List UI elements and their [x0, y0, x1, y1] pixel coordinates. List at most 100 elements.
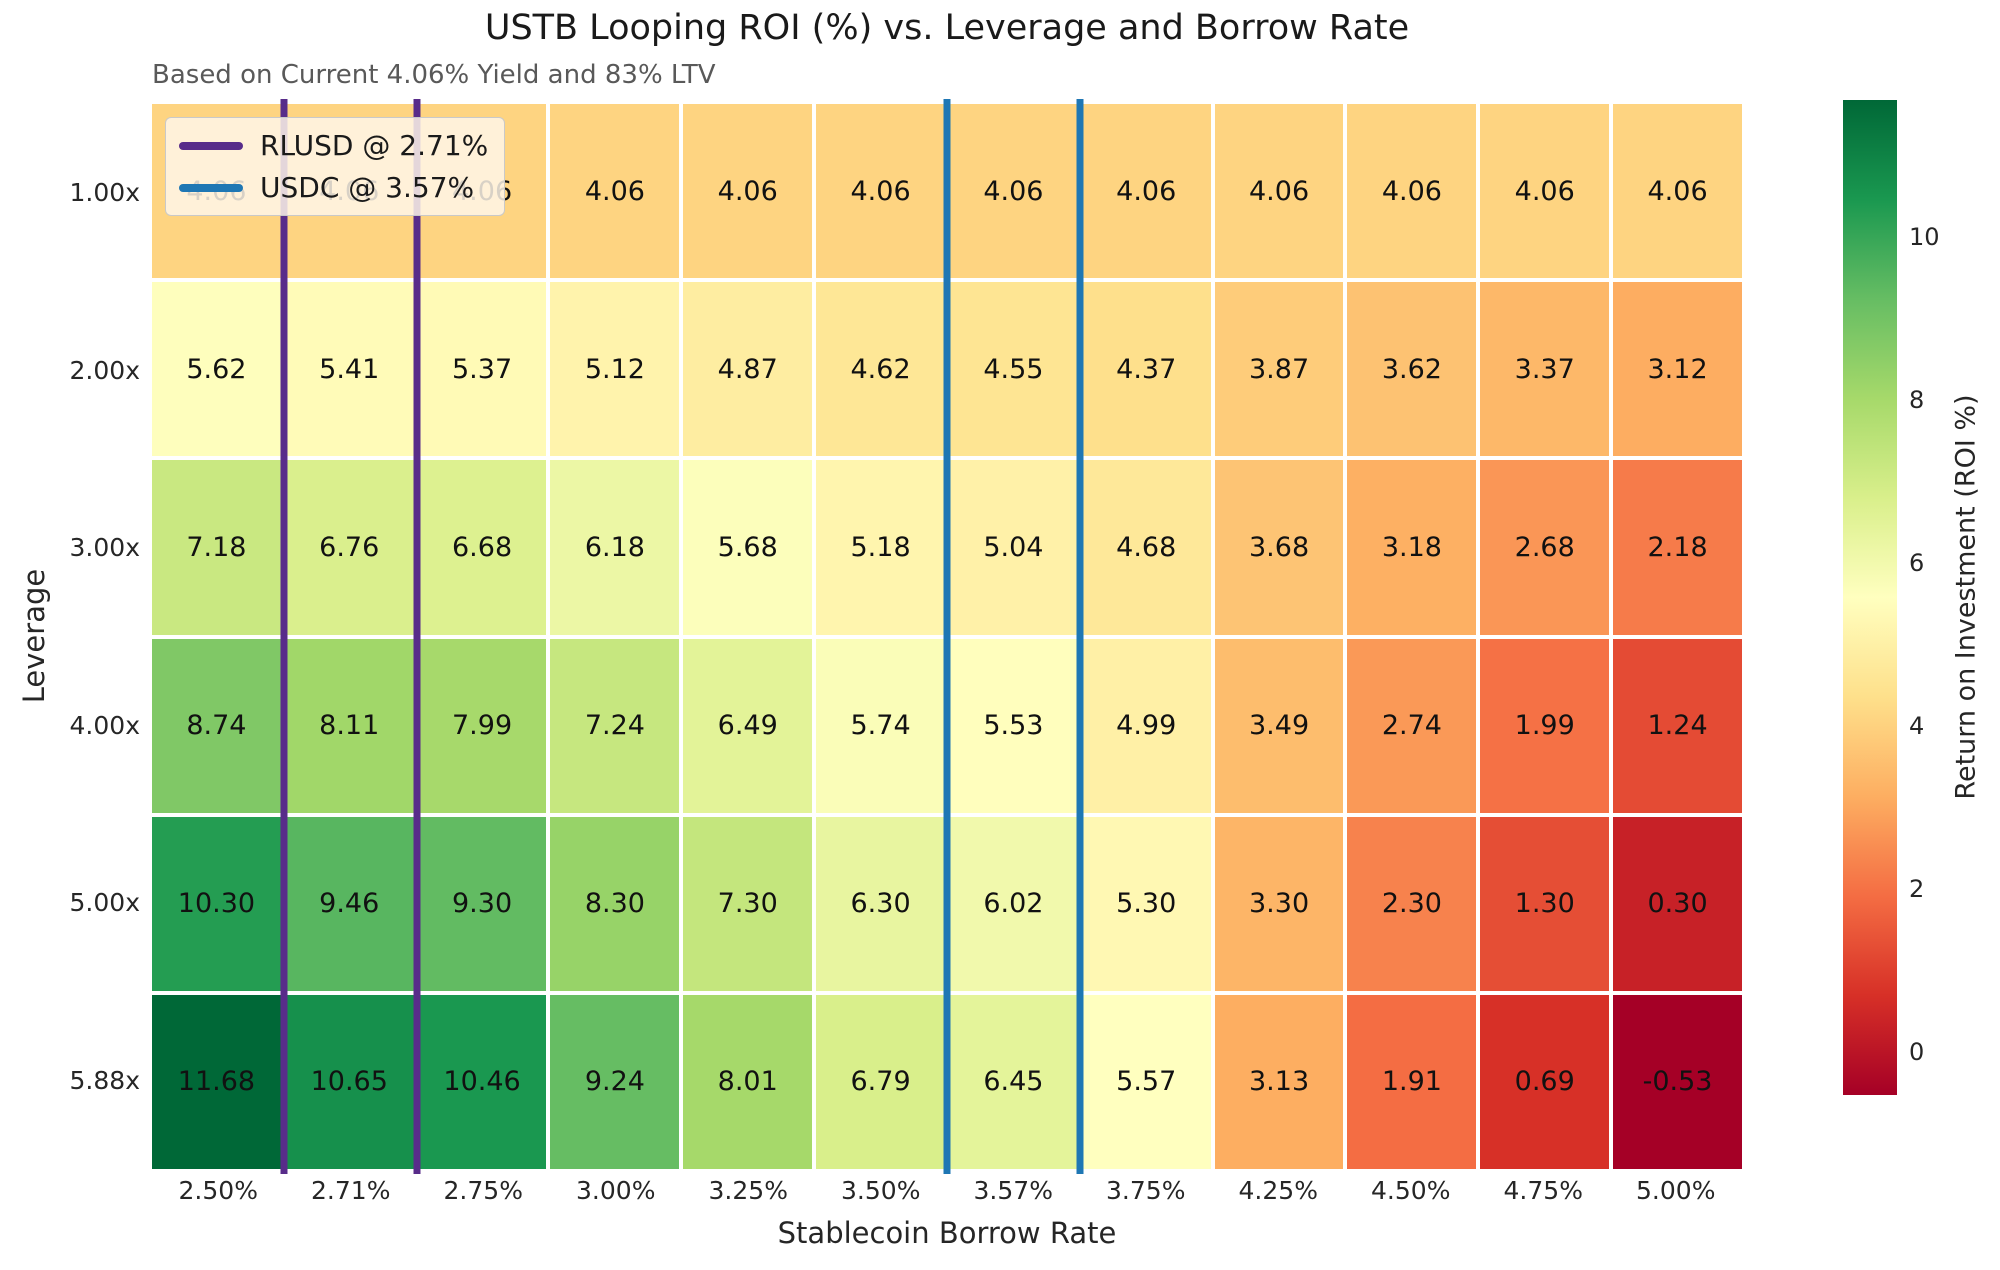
x-axis-title: Stablecoin Borrow Rate — [777, 1216, 1117, 1250]
heatmap-cell: 6.68 — [417, 460, 547, 635]
x-axis-tick-labels: 2.50% 2.71% 2.75% 3.00% 3.25% 3.50% 3.57% 3.75%… — [152, 1176, 1742, 1205]
heatmap-cell: 3.37 — [1480, 282, 1610, 457]
y-axis-tick-labels: 1.00x 2.00x 3.00x 4.00x 5.00x 5.88x — [0, 104, 140, 1169]
cell-value: 4.06 — [717, 175, 778, 207]
x-tick-label: 3.00% — [576, 1176, 656, 1205]
cell-value: 4.68 — [1116, 531, 1177, 563]
heatmap-cell: 7.24 — [550, 638, 680, 813]
cell-value: 2.68 — [1514, 531, 1575, 563]
heatmap-cell: 3.12 — [1613, 282, 1742, 457]
heatmap-cell: 5.62 — [152, 282, 281, 457]
cell-value: 5.04 — [983, 531, 1044, 563]
cell-value: 4.87 — [717, 353, 778, 385]
cell-value: 8.01 — [717, 1066, 778, 1098]
cell-value: -0.53 — [1642, 1066, 1713, 1098]
heatmap-cell: -0.53 — [1613, 994, 1742, 1169]
cell-value: 4.06 — [983, 175, 1044, 207]
cell-value: 5.18 — [850, 531, 911, 563]
y-tick-label: 4.00x — [69, 710, 140, 740]
heatmap-cell: 4.06 — [1214, 104, 1344, 279]
heatmap-cell: 5.12 — [550, 282, 680, 457]
heatmap-cell: 7.99 — [417, 638, 547, 813]
cell-value: 3.18 — [1381, 531, 1442, 563]
cell-value: 6.79 — [850, 1066, 911, 1098]
cell-value: 4.06 — [850, 175, 911, 207]
cell-value: 8.11 — [319, 710, 380, 742]
heatmap-cell: 4.06 — [1081, 104, 1211, 279]
cell-value: 10.46 — [443, 1066, 521, 1098]
heatmap-cell: 6.02 — [948, 816, 1078, 991]
heatmap-cell: 5.74 — [816, 638, 945, 813]
heatmap-cell: 4.87 — [683, 282, 813, 457]
heatmap-cell: 4.06 — [1480, 104, 1610, 279]
heatmap-cell: 5.57 — [1081, 994, 1211, 1169]
cell-value: 5.68 — [717, 531, 778, 563]
heatmap-cell: 2.30 — [1347, 816, 1477, 991]
heatmap-cell: 1.91 — [1347, 994, 1477, 1169]
heatmap-cell: 4.06 — [550, 104, 680, 279]
cell-value: 10.30 — [177, 888, 256, 920]
cell-value: 0.69 — [1514, 1066, 1575, 1098]
cell-value: 4.37 — [1116, 353, 1177, 385]
heatmap-cell: 5.68 — [683, 460, 813, 635]
heatmap-plot-area: 4.064.064.064.064.064.064.064.064.064.06… — [152, 99, 1742, 1174]
x-tick-label: 5.00% — [1636, 1176, 1716, 1205]
usdc-line-swatch — [179, 183, 243, 192]
cell-value: 3.62 — [1381, 353, 1442, 385]
cell-value: 5.57 — [1116, 1066, 1177, 1098]
heatmap-cell: 10.30 — [152, 816, 281, 991]
cell-value: 7.24 — [584, 710, 645, 742]
colorbar-tick-label: 6 — [1909, 548, 1925, 577]
rlusd-line-swatch — [179, 141, 243, 150]
cell-value: 2.18 — [1647, 531, 1708, 563]
cell-value: 8.30 — [584, 888, 645, 920]
heatmap-cell: 6.79 — [816, 994, 945, 1169]
cell-value: 1.30 — [1514, 888, 1575, 920]
heatmap-cell: 2.74 — [1347, 638, 1477, 813]
cell-value: 3.13 — [1249, 1066, 1310, 1098]
heatmap-cell: 4.62 — [816, 282, 945, 457]
reference-line — [413, 99, 421, 1174]
y-tick-label: 5.88x — [69, 1065, 140, 1095]
cell-value: 3.12 — [1647, 353, 1708, 385]
x-tick-label: 2.71% — [311, 1176, 391, 1205]
heatmap-cell: 5.53 — [948, 638, 1078, 813]
heatmap-cell: 3.87 — [1214, 282, 1344, 457]
heatmap-cell: 3.30 — [1214, 816, 1344, 991]
cell-value: 5.74 — [850, 710, 911, 742]
heatmap-cell: 3.68 — [1214, 460, 1344, 635]
cell-value: 4.06 — [1647, 175, 1708, 207]
y-tick-label: 1.00x — [69, 178, 140, 208]
cell-value: 6.18 — [584, 531, 645, 563]
heatmap-cell: 7.18 — [152, 460, 281, 635]
legend-box: RLUSD @ 2.71% USDC @ 3.57% — [165, 117, 506, 216]
chart-subtitle: Based on Current 4.06% Yield and 83% LTV — [152, 60, 716, 90]
cell-value: 5.62 — [186, 353, 247, 385]
cell-value: 1.99 — [1514, 710, 1575, 742]
cell-value: 6.45 — [983, 1066, 1044, 1098]
colorbar — [1843, 100, 1897, 1095]
heatmap-cell: 5.41 — [284, 282, 414, 457]
heatmap-cell: 10.46 — [417, 994, 547, 1169]
cell-value: 6.30 — [850, 888, 911, 920]
heatmap-cell: 9.30 — [417, 816, 547, 991]
colorbar-tick-label: 8 — [1909, 385, 1925, 414]
heatmap-cell: 11.68 — [152, 994, 281, 1169]
cell-value: 2.74 — [1381, 710, 1442, 742]
cell-value: 3.30 — [1249, 888, 1310, 920]
legend-item-rlusd: RLUSD @ 2.71% — [179, 129, 488, 162]
heatmap-cell: 0.30 — [1613, 816, 1742, 991]
heatmap-cell: 9.46 — [284, 816, 414, 991]
cell-value: 7.99 — [452, 710, 513, 742]
heatmap-cell: 6.76 — [284, 460, 414, 635]
reference-line — [1076, 99, 1083, 1174]
legend-item-label: USDC @ 3.57% — [260, 171, 475, 204]
colorbar-tick-label: 2 — [1909, 874, 1925, 903]
x-tick-label: 3.75% — [1106, 1176, 1186, 1205]
cell-value: 11.68 — [177, 1066, 256, 1098]
cell-value: 5.53 — [983, 710, 1044, 742]
reference-line — [280, 99, 288, 1174]
heatmap-cell: 8.74 — [152, 638, 281, 813]
heatmap-cell: 2.68 — [1480, 460, 1610, 635]
heatmap-cell: 4.06 — [948, 104, 1078, 279]
